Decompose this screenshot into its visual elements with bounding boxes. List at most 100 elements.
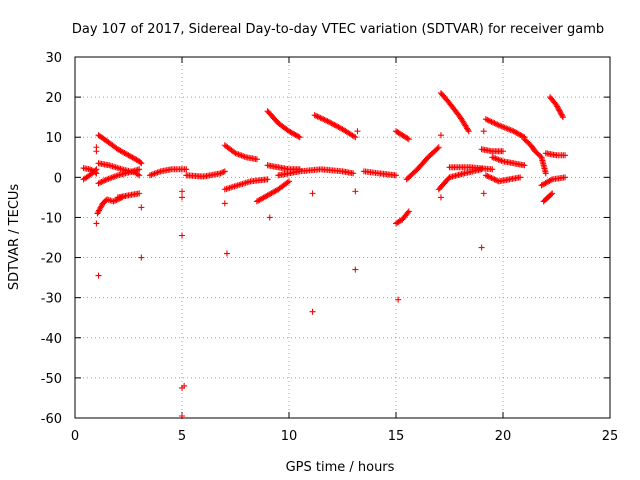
- data-point-arc-05: [101, 177, 108, 184]
- data-point-arc-29: [554, 104, 561, 111]
- data-point-arc-27: [482, 172, 489, 179]
- y-tick-label: -60: [41, 412, 62, 427]
- outlier-point: [93, 220, 100, 227]
- data-point-arc-27: [517, 174, 524, 181]
- data-point-arc-03: [138, 160, 145, 167]
- x-axis-label: GPS time / hours: [286, 460, 395, 475]
- outlier-point: [179, 232, 185, 239]
- data-point-arc-29: [559, 112, 566, 119]
- data-point-arc-31: [562, 174, 569, 181]
- data-point-arc-09: [220, 168, 227, 175]
- x-tick-label: 20: [495, 429, 512, 444]
- data-point-arc-09: [218, 169, 225, 176]
- data-point-arc-32: [548, 191, 555, 198]
- data-point-arc-20: [435, 144, 442, 151]
- data-point-arc-24: [485, 117, 492, 124]
- outlier-point: [309, 308, 316, 315]
- data-point-arc-16: [321, 116, 328, 123]
- data-point-arc-07: [136, 190, 143, 197]
- outlier-point: [138, 204, 145, 211]
- outlier-point: [480, 128, 487, 135]
- data-point-arc-29: [556, 107, 563, 114]
- data-point-arc-01: [86, 166, 93, 173]
- data-point-arc-14: [286, 178, 292, 185]
- outlier-point: [354, 128, 361, 135]
- data-point-arc-29: [553, 102, 560, 109]
- data-point-arc-24: [520, 133, 527, 140]
- outlier-point: [352, 188, 359, 195]
- outlier-point: [309, 190, 316, 197]
- outlier-point: [437, 132, 444, 139]
- data-point-arc-02: [92, 167, 99, 174]
- data-point-arc-18: [405, 136, 412, 143]
- data-point-arc-05: [98, 179, 105, 186]
- data-point-arc-27: [487, 174, 494, 181]
- data-point-arc-08: [183, 166, 190, 173]
- y-axis-label: SDTVAR / TECUs: [7, 184, 22, 291]
- data-point-arc-16: [311, 112, 318, 119]
- outlier-point: [179, 194, 185, 201]
- y-tick-label: 20: [45, 91, 62, 106]
- data-point-arc-29: [559, 114, 566, 121]
- data-point-arc-05: [95, 180, 102, 187]
- data-point-arc-15: [350, 170, 357, 177]
- y-tick-label: -50: [41, 372, 62, 387]
- outlier-point: [221, 200, 228, 207]
- y-tick-label: -30: [41, 292, 62, 307]
- data-point-arc-24: [491, 120, 498, 127]
- y-tick-label: -40: [41, 332, 62, 347]
- data-point-arc-05: [102, 177, 109, 184]
- outlier-point: [266, 214, 273, 221]
- tick-label-layer: 0 5 10 15 20 25 -60 -50 -40 -30 -20 -10 0 10 20 30: [41, 51, 619, 444]
- data-point-arc-27: [485, 173, 492, 180]
- data-point-arc-05: [99, 178, 106, 185]
- data-point-arc-19: [404, 209, 411, 216]
- data-point-arc-32: [549, 190, 556, 197]
- data-point-arc-29: [557, 108, 564, 115]
- y-tick-label: 10: [45, 131, 62, 146]
- data-layer: [80, 90, 569, 419]
- y-tick-label: 30: [45, 51, 62, 66]
- data-point-arc-21: [464, 126, 471, 133]
- data-point-arc-16: [352, 134, 359, 141]
- outlier-point: [395, 296, 402, 303]
- y-tick-label: -20: [41, 252, 62, 267]
- data-point-arc-02: [93, 166, 100, 173]
- data-point-arc-05: [96, 179, 103, 186]
- data-point-arc-16: [318, 115, 325, 122]
- data-point-arc-24: [490, 119, 497, 126]
- data-point-arc-24: [488, 118, 495, 125]
- outlier-point: [95, 272, 102, 279]
- data-point-arc-23: [489, 166, 496, 173]
- data-point-arc-16: [315, 114, 322, 121]
- data-point-arc-14: [284, 179, 291, 186]
- x-tick-label: 5: [178, 429, 186, 444]
- data-point-arc-16: [314, 113, 321, 120]
- data-point-arc-19: [405, 208, 412, 215]
- x-tick-label: 0: [71, 429, 79, 444]
- data-point-arc-16: [350, 133, 357, 140]
- data-point-arc-24: [482, 116, 489, 123]
- x-tick-label: 10: [281, 429, 298, 444]
- outlier-point: [437, 194, 444, 201]
- data-point-arc-27: [488, 175, 495, 182]
- data-point-arc-29: [554, 103, 561, 110]
- data-point-arc-06: [110, 198, 117, 205]
- data-point-arc-20: [434, 145, 441, 152]
- data-point-arc-26: [521, 162, 528, 169]
- y-tick-label: 0: [54, 171, 62, 186]
- data-point-arc-17: [393, 172, 399, 179]
- data-point-arc-16: [323, 117, 330, 124]
- data-point-arc-24: [487, 118, 494, 125]
- data-point-arc-31: [547, 177, 554, 184]
- data-point-arc-16: [313, 112, 320, 119]
- data-point-arc-04: [136, 172, 143, 179]
- data-point-arc-29: [557, 110, 564, 117]
- data-point-arc-09: [217, 170, 224, 177]
- outlier-point: [138, 254, 145, 261]
- data-point-arc-12: [295, 133, 302, 140]
- outlier-point: [93, 144, 100, 151]
